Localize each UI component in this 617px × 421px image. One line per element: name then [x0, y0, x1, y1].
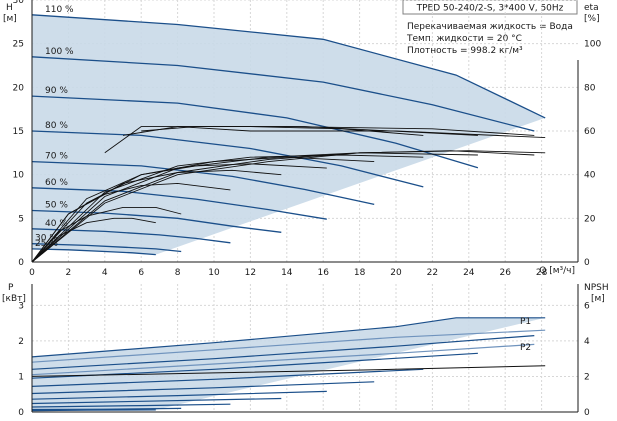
speed-label: 100 % — [45, 47, 74, 57]
h-tick-label: 0 — [18, 258, 24, 268]
info-title-frame — [402, 0, 578, 15]
q-tick-label: 10 — [208, 268, 220, 278]
h-axis-unit: [м] — [3, 14, 17, 24]
p-tick-label: 1 — [18, 372, 24, 382]
q-tick-label: 20 — [390, 268, 402, 278]
eta-curve-30 — [31, 206, 182, 263]
eta-curve-25 — [31, 217, 156, 263]
eta-tick-label: 100 — [584, 40, 601, 50]
power-curve-P150 — [31, 397, 282, 405]
q-tick-label: 2 — [66, 268, 72, 278]
h-tick-label: 5 — [18, 214, 24, 224]
q-tick-label: 22 — [427, 268, 438, 278]
p-axis-unit: [кВт] — [2, 294, 26, 304]
head-curve-80 — [31, 130, 424, 188]
speed-label: 25 % — [35, 239, 58, 249]
h-tick-label: 15 — [13, 127, 24, 137]
head-curve-100 — [31, 56, 535, 132]
q-tick-label: 16 — [317, 268, 329, 278]
speed-label: 110 % — [45, 5, 74, 15]
speed-labels: 110 % 100 % 90 % 80 % 70 % 60 % 50 % 40 % 30 %25… — [35, 5, 74, 249]
top-tick-labels: 0 2 4 6 8 10 12 14 16 18 20 22 24 26 28051015202530020… — [13, 0, 602, 278]
npsh-axis-name: NPSH — [584, 283, 609, 293]
q-tick-label: 0 — [29, 268, 35, 278]
q-tick-label: 6 — [138, 268, 144, 278]
speed-label: 60 % — [45, 178, 68, 188]
info-box: TPED 50-240/2-S, 3*400 V, 50Hz Перекачив… — [402, 0, 578, 56]
npsh-tick-label: 6 — [584, 301, 590, 311]
npsh-axis-unit: [м] — [591, 294, 605, 304]
eta-curve-70 — [31, 156, 375, 263]
power-curve-P2110 — [31, 329, 546, 363]
power-curve-P140 — [31, 403, 231, 408]
power-curve-P180 — [31, 368, 424, 387]
q-tick-label: 18 — [354, 268, 366, 278]
power-curve-P1100 — [31, 335, 535, 370]
eta-tick-label: 20 — [584, 214, 596, 224]
head-curve-30 — [31, 243, 182, 253]
eta-curve-100 — [31, 150, 535, 263]
speed-label: 40 % — [45, 219, 68, 229]
top-curves — [31, 14, 546, 263]
eta-curve-40 — [31, 182, 231, 263]
speed-label: 90 % — [45, 86, 68, 96]
power-curve-P130 — [31, 407, 182, 411]
q-tick-label: 4 — [102, 268, 108, 278]
speed-label: 80 % — [45, 121, 68, 131]
speed-label: 50 % — [45, 200, 68, 210]
q-tick-label: 8 — [175, 268, 181, 278]
head-curve-25 — [31, 248, 156, 256]
power-curve-P125 — [31, 409, 156, 412]
q-tick-label: 14 — [281, 268, 293, 278]
h-tick-label: 10 — [13, 171, 25, 181]
h-tick-label: 30 — [13, 0, 25, 6]
q-axis-label: Q [м³/ч] — [539, 266, 575, 276]
eta-tick-label: 80 — [584, 83, 596, 93]
speed-label: 30 % — [35, 234, 58, 244]
npsh-tick-label: 4 — [584, 337, 590, 347]
info-density: Плотность = 998.2 кг/м³ — [407, 46, 523, 56]
power-curve-P1110 — [31, 317, 546, 358]
power-curve-P2100 — [31, 343, 535, 376]
eta-tick-label: 60 — [584, 127, 596, 137]
info-liquid: Перекачиваемая жидкость = Вода — [407, 22, 573, 32]
eta-axis-unit: [%] — [584, 14, 600, 24]
power-curve-P170 — [31, 381, 375, 395]
head-curve-70 — [31, 160, 375, 206]
head-curve-40 — [31, 228, 231, 244]
eta-axis-name: eta — [584, 3, 599, 13]
bottom-tick-labels: 0 1 2 3 0 2 4 6 — [18, 301, 590, 418]
eta-curve-110 — [31, 150, 546, 263]
q-tick-label: 28 — [536, 268, 548, 278]
head-curve-60 — [31, 187, 327, 220]
h-tick-label: 20 — [13, 83, 25, 93]
q-tick-label: 24 — [463, 268, 475, 278]
p-tick-label: 2 — [18, 337, 24, 347]
h-tick-label: 25 — [13, 40, 24, 50]
speed-label: 70 % — [45, 152, 68, 162]
q-tick-label: 26 — [499, 268, 511, 278]
p-tick-label: 3 — [18, 301, 24, 311]
eta-tick-label: 0 — [584, 258, 590, 268]
info-title: TPED 50-240/2-S, 3*400 V, 50Hz — [416, 4, 564, 14]
p-axis-name: P — [8, 283, 14, 293]
h-axis-name: H — [6, 3, 13, 13]
p2-label: P2 — [520, 343, 531, 353]
bottom-curves — [31, 317, 546, 412]
eta-tick-label: 40 — [584, 171, 596, 181]
p-tick-label: 0 — [18, 408, 24, 418]
q-tick-label: 12 — [245, 268, 256, 278]
npsh-tick-label: 0 — [584, 408, 590, 418]
p1-label: P1 — [520, 317, 531, 327]
eta-curve-80 — [177, 126, 424, 136]
npsh-curve — [31, 365, 546, 377]
power-curve-P160 — [31, 390, 327, 400]
npsh-tick-label: 2 — [584, 372, 590, 382]
eta-curve-90 — [31, 152, 478, 263]
info-temperature: Темп. жидкости = 20 °C — [406, 34, 522, 44]
head-curve-110 — [31, 14, 546, 119]
head-curve-50 — [31, 209, 282, 233]
